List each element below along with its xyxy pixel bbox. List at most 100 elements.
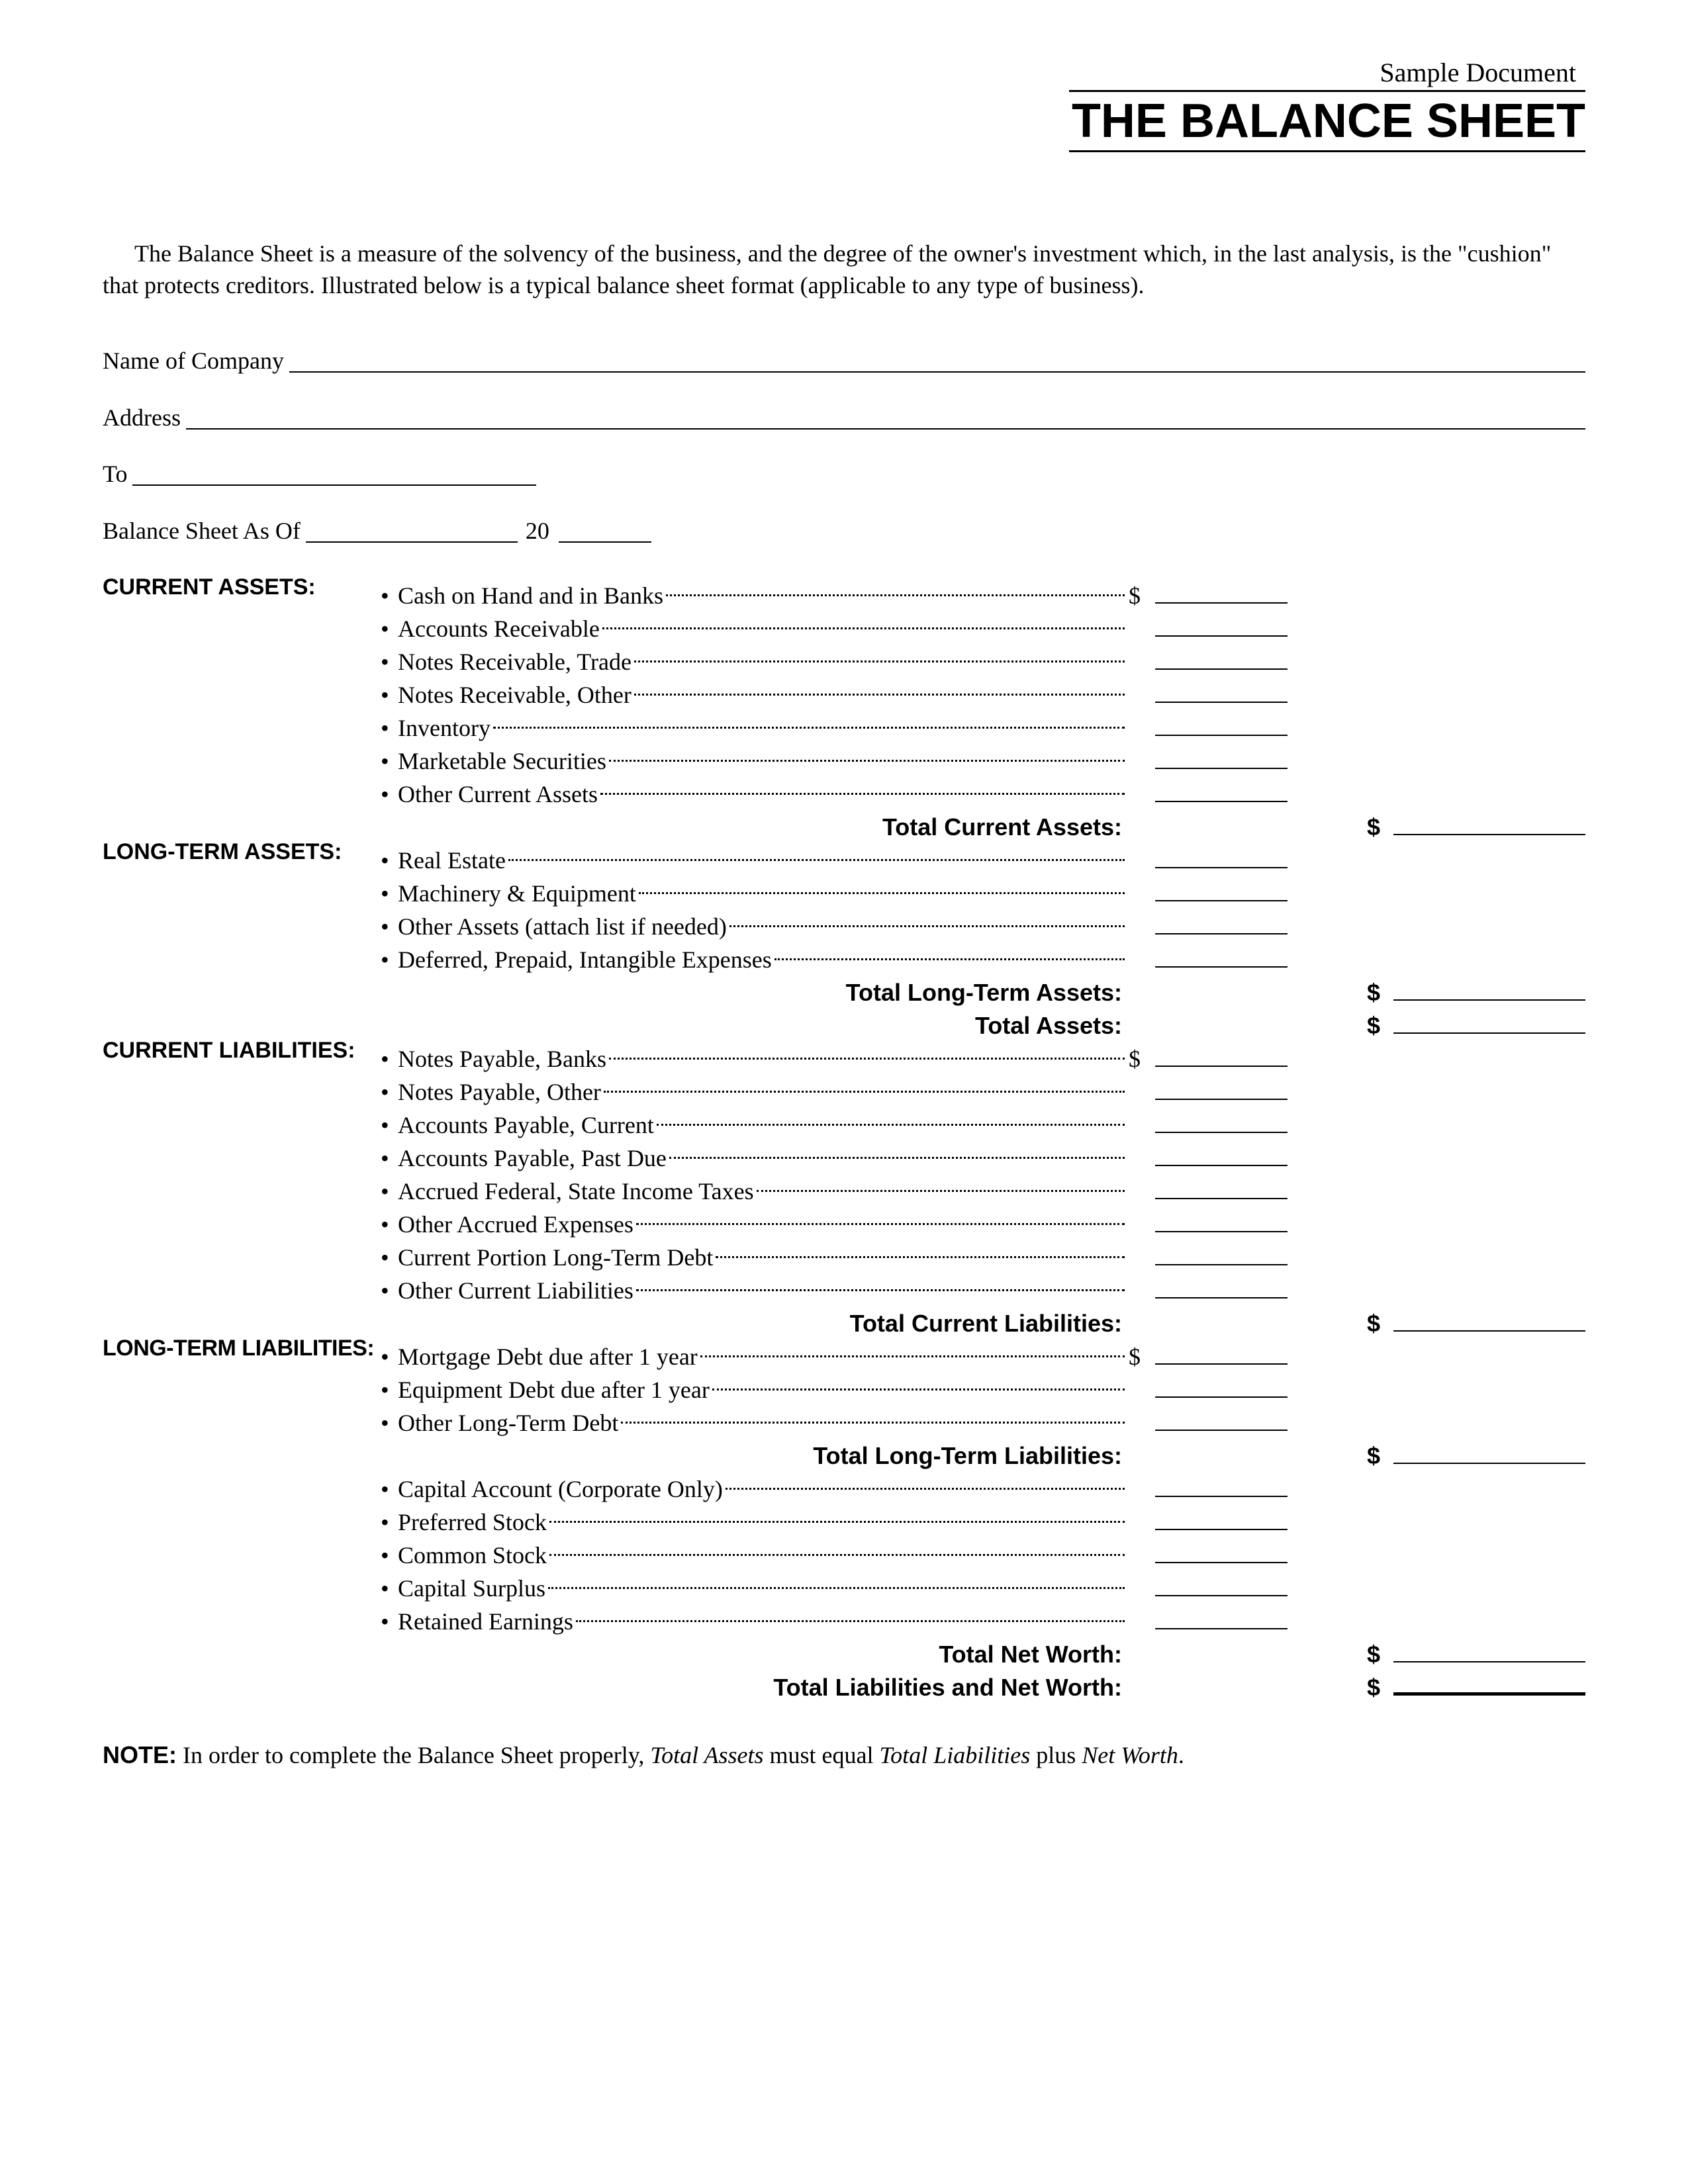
leader успел (621, 1422, 1125, 1424)
leader-dots (636, 1289, 1125, 1291)
amount-blank[interactable] (1393, 1672, 1585, 1696)
amount-blank[interactable] (1393, 1010, 1585, 1034)
amount-blank[interactable] (1155, 878, 1288, 901)
item-label: Inventory (398, 716, 491, 740)
currency-symbol: $ (1129, 1345, 1151, 1369)
amount-blank[interactable] (1155, 613, 1288, 637)
total-net-worth: Total Net Worth: $ (103, 1633, 1585, 1666)
item-label: Current Portion Long-Term Debt (398, 1246, 713, 1269)
value-col-1 (1129, 646, 1288, 674)
item-label: Other Assets (attach list if needed) (398, 915, 727, 938)
to-blank[interactable] (132, 461, 536, 486)
amount-blank[interactable] (1155, 1109, 1288, 1133)
amount-blank[interactable] (1155, 580, 1288, 604)
leader-dots (634, 660, 1125, 662)
amount-blank[interactable] (1155, 1076, 1288, 1100)
amount-blank[interactable] (1155, 911, 1288, 934)
item-label: Accrued Federal, State Income Taxes (398, 1179, 754, 1203)
note-text-a: In order to complete the Balance Sheet p… (183, 1742, 650, 1768)
leader-dots (634, 694, 1125, 696)
amount-blank[interactable] (1155, 1275, 1288, 1298)
leader-dots (657, 1124, 1125, 1126)
line-item: •Accounts Receivable (381, 608, 1585, 641)
amount-blank[interactable] (1155, 1341, 1288, 1365)
amount-blank[interactable] (1155, 745, 1288, 769)
amount-blank[interactable] (1155, 778, 1288, 802)
amount-blank[interactable] (1155, 679, 1288, 703)
amount-blank[interactable] (1393, 977, 1585, 1001)
value-col-1 (1129, 1539, 1288, 1567)
address-blank[interactable] (186, 404, 1585, 430)
line-item: •Capital Account (Corporate Only) (381, 1468, 1585, 1501)
amount-blank[interactable] (1155, 1473, 1288, 1497)
amount-blank[interactable] (1155, 1606, 1288, 1629)
leader-dots (602, 627, 1125, 629)
section-title-long-term-assets: LONG-TERM ASSETS: (103, 839, 381, 863)
amount-blank[interactable] (1155, 1242, 1288, 1265)
line-item: •Inventory (381, 707, 1585, 740)
line-item: •Retained Earnings (381, 1600, 1585, 1633)
total-liabilities-net-worth: Total Liabilities and Net Worth: $ (103, 1666, 1585, 1700)
header-rule-bottom (1069, 150, 1585, 152)
note-italic-3: Net Worth (1082, 1742, 1178, 1768)
form-header: Name of Company Address To Balance Sheet… (103, 347, 1585, 543)
amount-blank[interactable] (1155, 1407, 1288, 1431)
value-col-2: $ (1367, 1672, 1585, 1700)
item-label: Marketable Securities (398, 749, 606, 773)
amount-blank[interactable] (1155, 1539, 1288, 1563)
amount-blank[interactable] (1393, 1440, 1585, 1464)
value-col-2: $ (1367, 1010, 1585, 1038)
bullet-icon: • (381, 1378, 398, 1402)
leader-dots (636, 1223, 1125, 1225)
amount-blank[interactable] (1393, 1639, 1585, 1662)
item-label: Equipment Debt due after 1 year (398, 1378, 710, 1402)
leader-dots (639, 892, 1125, 894)
item-label: Real Estate (398, 848, 506, 872)
amount-blank[interactable] (1155, 1175, 1288, 1199)
line-item: •Current Portion Long-Term Debt (381, 1236, 1585, 1269)
item-label: Retained Earnings (398, 1610, 573, 1633)
value-col-1: $ (1129, 1341, 1288, 1369)
asof-blank[interactable] (306, 518, 518, 543)
line-item: •Notes Receivable, Trade (381, 641, 1585, 674)
value-col-2: $ (1367, 811, 1585, 839)
company-blank[interactable] (289, 347, 1585, 373)
year-blank[interactable] (559, 518, 651, 543)
amount-blank[interactable] (1155, 1374, 1288, 1398)
value-col-1 (1129, 1242, 1288, 1269)
value-col-1 (1129, 1175, 1288, 1203)
amount-blank[interactable] (1393, 1308, 1585, 1332)
value-col-1 (1129, 878, 1288, 905)
line-item: •Other Long-Term Debt (381, 1402, 1585, 1435)
item-label: Accounts Receivable (398, 617, 600, 641)
currency-symbol: $ (1367, 1444, 1389, 1468)
line-item: •Notes Receivable, Other (381, 674, 1585, 707)
amount-blank[interactable] (1155, 844, 1288, 868)
amount-blank[interactable] (1155, 1142, 1288, 1166)
line-item: •Other Assets (attach list if needed) (381, 905, 1585, 938)
value-col-1 (1129, 1473, 1288, 1501)
value-col-1 (1129, 613, 1288, 641)
total-label: Total Liabilities and Net Worth: (381, 1676, 1129, 1700)
leader-dots (700, 1355, 1125, 1357)
amount-blank[interactable] (1155, 712, 1288, 736)
line-item: •Capital Surplus (381, 1567, 1585, 1600)
amount-blank[interactable] (1155, 1506, 1288, 1530)
line-item: •Other Current Liabilities (381, 1269, 1585, 1302)
amount-blank[interactable] (1155, 1208, 1288, 1232)
leader-dots (712, 1388, 1125, 1390)
leader-dots (729, 925, 1125, 927)
amount-blank[interactable] (1393, 811, 1585, 835)
line-item: •Cash on Hand and in Banks$ (381, 574, 1585, 608)
amount-blank[interactable] (1155, 1572, 1288, 1596)
note-prefix: NOTE: (103, 1741, 177, 1768)
amount-blank[interactable] (1155, 1043, 1288, 1067)
company-label: Name of Company (103, 349, 284, 373)
amount-blank[interactable] (1155, 944, 1288, 968)
amount-blank[interactable] (1155, 646, 1288, 670)
value-col-2: $ (1367, 1639, 1585, 1666)
value-col-1 (1129, 1076, 1288, 1104)
section-title-current-assets: CURRENT ASSETS: (103, 574, 381, 598)
bullet-icon: • (381, 683, 398, 707)
value-col-1 (1129, 1208, 1288, 1236)
